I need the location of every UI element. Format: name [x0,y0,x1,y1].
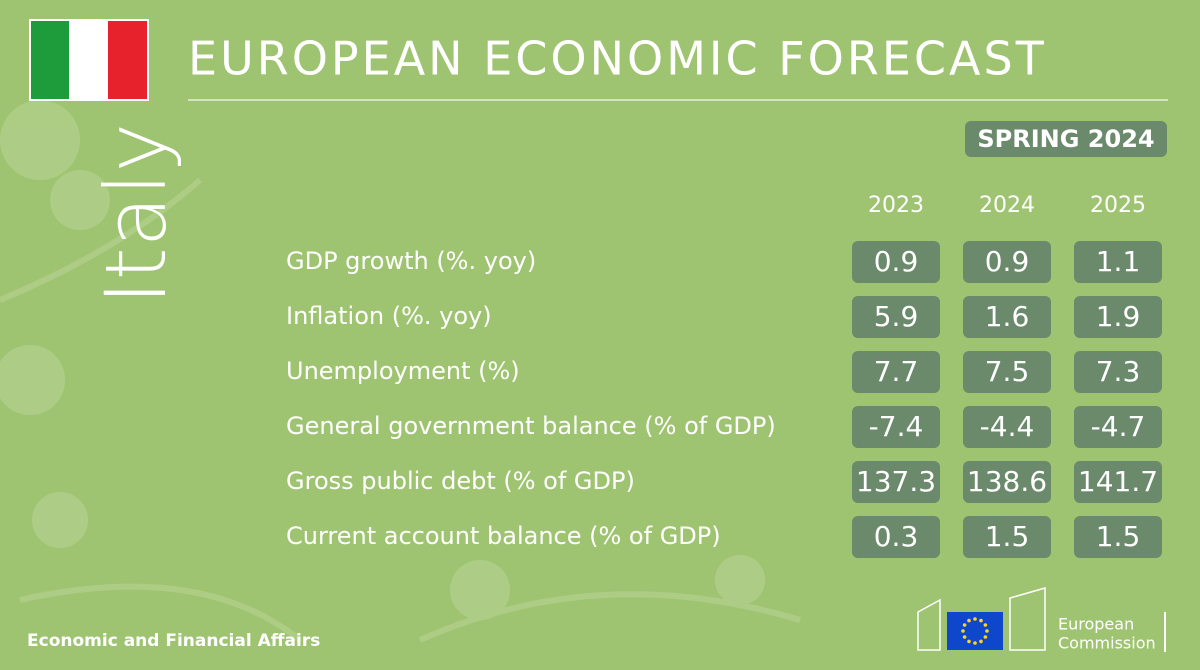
department: Economic and Financial Affairs [27,631,320,651]
year-header: 2025 [1090,193,1146,218]
value-box [852,296,940,338]
value-box [852,241,940,283]
blossom-decoration [0,100,801,643]
eu-star [979,618,983,623]
row-label: General government balance (% of GDP) [286,412,776,440]
value-box [963,241,1051,283]
value: 1.9 [1096,300,1141,333]
value: -7.4 [869,410,924,443]
edition-badge [965,121,1167,157]
value-box [852,461,940,503]
value: 1.5 [1096,520,1141,553]
row-label: Current account balance (% of GDP) [286,522,721,550]
value: 7.5 [985,355,1030,388]
eu-star [973,617,977,621]
value: 0.9 [985,245,1030,278]
value-box [963,296,1051,338]
value: 1.5 [985,520,1030,553]
ec-logo [917,587,1166,652]
eu-star [985,629,989,633]
value-box [963,516,1051,558]
value: 7.3 [1096,355,1141,388]
eu-star [962,623,967,627]
value: 1.6 [985,300,1030,333]
title: EUROPEAN ECONOMIC FORECAST [188,32,1047,86]
year-header: 2024 [979,193,1035,218]
row-label: Inflation (%. yoy) [286,302,492,330]
value: 7.7 [874,355,919,388]
eu-star [983,623,988,627]
logo-line2: Commission [1058,634,1156,653]
value-box [852,406,940,448]
value-box [1074,406,1162,448]
value-box [1074,516,1162,558]
eu-star [967,639,971,644]
edition: SPRING 2024 [977,125,1154,153]
eu-star [983,635,988,639]
value-box [852,351,940,393]
value-box [1074,296,1162,338]
value-box [1074,461,1162,503]
value: 137.3 [856,465,936,498]
country-name: Italy [87,123,185,305]
value: -4.7 [1091,410,1146,443]
value: 141.7 [1078,465,1158,498]
value-box [963,351,1051,393]
value: 0.9 [874,245,919,278]
eu-star [973,641,977,645]
value-box [852,516,940,558]
eu-star [962,635,967,639]
value-box [963,406,1051,448]
row-label: Gross public debt (% of GDP) [286,467,635,495]
value: 138.6 [967,465,1047,498]
eu-star [979,639,983,644]
value: -4.4 [980,410,1035,443]
eu-star [967,618,971,623]
logo-line1: European [1058,615,1134,634]
row-label: Unemployment (%) [286,357,520,385]
value: 1.1 [1096,245,1141,278]
row-label: GDP growth (%. yoy) [286,247,536,275]
value: 0.3 [874,520,919,553]
year-header: 2023 [868,193,924,218]
italy-flag [29,19,149,101]
eu-star [961,629,965,633]
value-box [1074,241,1162,283]
value-box [1074,351,1162,393]
value: 5.9 [874,300,919,333]
value-box [963,461,1051,503]
